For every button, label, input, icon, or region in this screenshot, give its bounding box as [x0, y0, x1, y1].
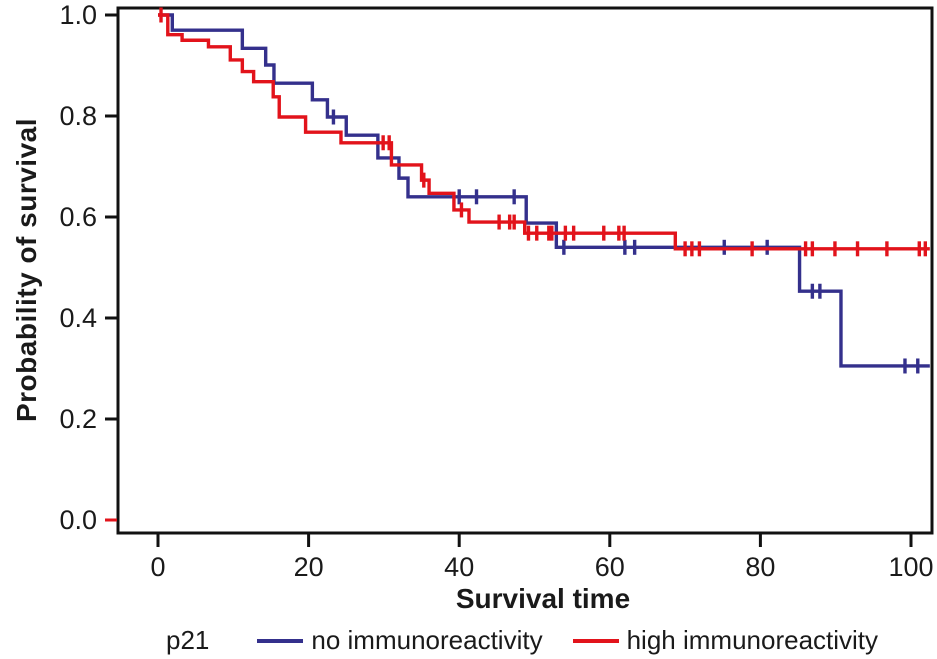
legend: p21 no immunoreactivity high immunoreact… [166, 625, 908, 656]
y-axis-title: Probability of survival [11, 117, 42, 423]
x-tick-label-100: 100 [888, 552, 933, 582]
plot-frame [116, 6, 934, 535]
legend-label-no-immunoreactivity: no immunoreactivity [311, 625, 543, 655]
curve-high-immunoreactivity [158, 13, 930, 251]
legend-title: p21 [166, 625, 210, 655]
legend-swatch-high-immunoreactivity-line [572, 638, 619, 643]
y-tick-label-0.6: 0.6 [59, 202, 97, 232]
y-tick-label-0.2: 0.2 [59, 404, 97, 434]
legend-label-high-immunoreactivity: high immunoreactivity [626, 625, 879, 655]
y-tick-label-0.4: 0.4 [59, 303, 97, 333]
x-tick-label-60: 60 [595, 552, 625, 582]
x-tick-label-0: 0 [150, 552, 165, 582]
y-tick-label-0.0: 0.0 [59, 505, 97, 535]
y-tick-label-1.0: 1.0 [59, 0, 97, 30]
x-tick-label-80: 80 [745, 552, 775, 582]
x-axis-title: Survival time [455, 583, 631, 614]
legend-swatch-no-immunoreactivity-line [257, 638, 304, 643]
y-tick-label-0.8: 0.8 [59, 101, 97, 131]
curve-no-immunoreactivity [158, 13, 930, 368]
x-tick-label-20: 20 [294, 552, 324, 582]
x-tick-label-40: 40 [444, 552, 474, 582]
